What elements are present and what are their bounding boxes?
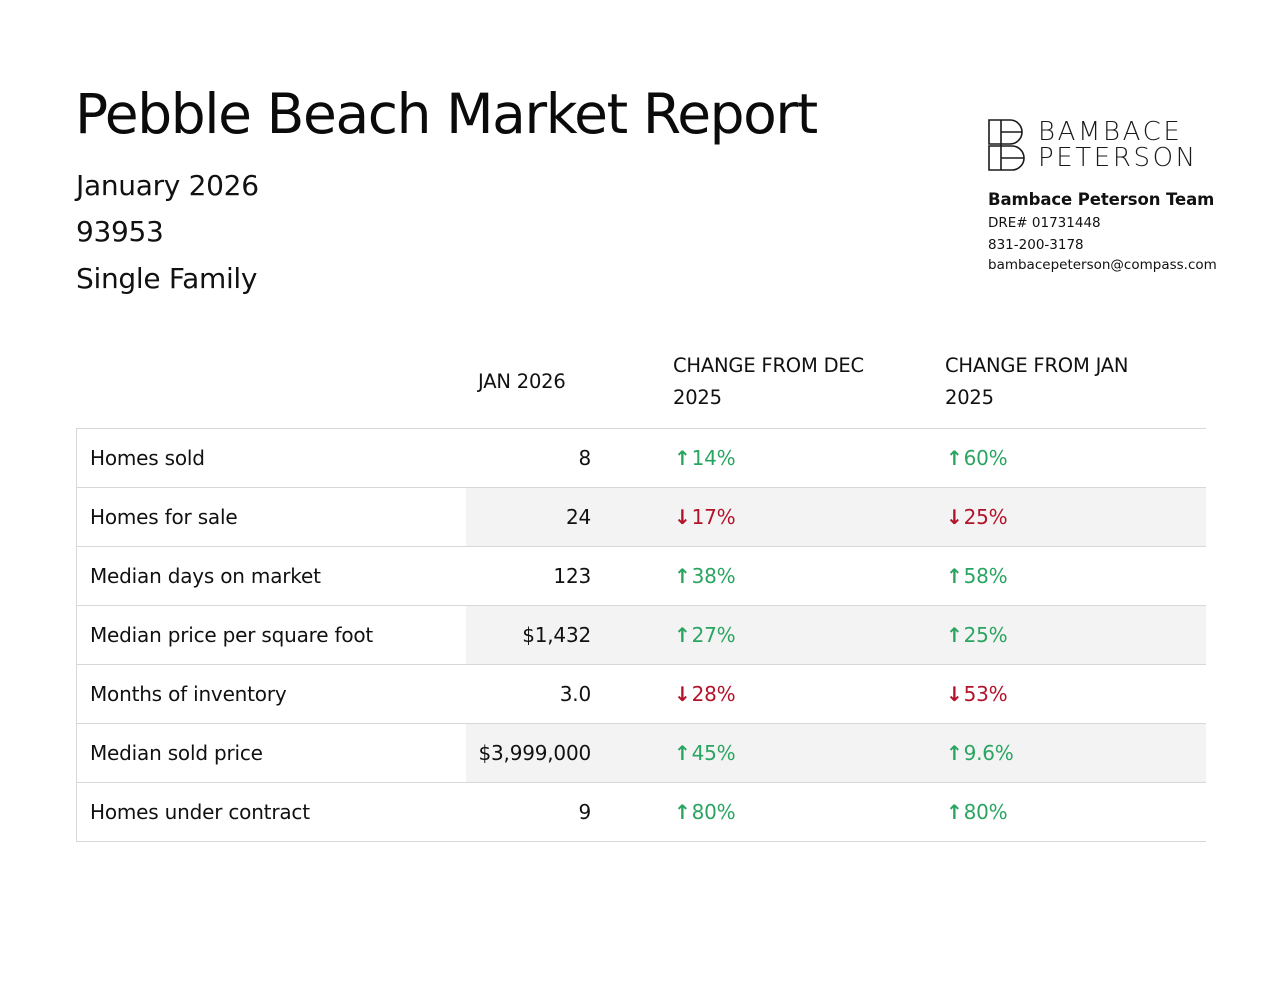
table-row: Median price per square foot $1,432 ↑27% ↑2… xyxy=(77,606,1206,665)
change-from-dec: ↑27% xyxy=(674,606,736,664)
table-row: Median days on market 123 ↑38% ↑58% xyxy=(77,547,1206,606)
metric-value: 8 xyxy=(578,446,591,470)
bp-monogram-icon xyxy=(988,119,1025,171)
table-row: Months of inventory 3.0 ↓28% ↓53% xyxy=(77,665,1206,724)
arrow-up-icon: ↑ xyxy=(946,741,963,765)
change-value: 25% xyxy=(963,505,1008,529)
arrow-up-icon: ↑ xyxy=(674,800,691,824)
table-row: Median sold price $3,999,000 ↑45% ↑9.6% xyxy=(77,724,1206,783)
arrow-up-icon: ↑ xyxy=(674,741,691,765)
brand-wordmark: BAMBACE PETERSON xyxy=(1038,119,1198,171)
change-from-dec: ↑14% xyxy=(674,429,736,487)
arrow-up-icon: ↑ xyxy=(674,446,691,470)
arrow-up-icon: ↑ xyxy=(674,623,691,647)
header-change-from-dec: CHANGE FROM DEC 2025 xyxy=(673,354,864,409)
arrow-down-icon: ↓ xyxy=(674,682,691,706)
change-from-jan: ↑58% xyxy=(946,547,1008,605)
row-shade xyxy=(466,724,1206,782)
change-from-jan: ↓53% xyxy=(946,665,1008,723)
metric-value: 3.0 xyxy=(559,682,591,706)
wordmark-line-1: BAMBACE xyxy=(1038,117,1183,147)
team-name: Bambace Peterson Team xyxy=(988,190,1215,209)
row-shade xyxy=(466,606,1206,664)
report-date: January 2026 xyxy=(76,169,259,202)
change-value: 38% xyxy=(691,564,736,588)
brand-logo: BAMBACE PETERSON xyxy=(988,118,1228,172)
table-row: Homes sold 8 ↑14% ↑60% xyxy=(77,429,1206,488)
change-from-jan: ↑9.6% xyxy=(946,724,1014,782)
arrow-down-icon: ↓ xyxy=(946,505,963,529)
arrow-down-icon: ↓ xyxy=(946,682,963,706)
arrow-down-icon: ↓ xyxy=(674,505,691,529)
email-link[interactable]: bambacepeterson@compass.com xyxy=(988,257,1217,273)
metric-label: Median days on market xyxy=(90,564,321,588)
change-from-dec: ↑80% xyxy=(674,783,736,841)
change-from-jan: ↑25% xyxy=(946,606,1008,664)
report-zip: 93953 xyxy=(76,215,164,248)
change-value: 9.6% xyxy=(963,741,1014,765)
change-from-dec: ↓17% xyxy=(674,488,736,546)
arrow-up-icon: ↑ xyxy=(946,446,963,470)
market-table: Homes sold 8 ↑14% ↑60% Homes for sale 24 ↓17% ↓… xyxy=(76,428,1206,842)
metric-value: $3,999,000 xyxy=(478,741,591,765)
header-change-from-jan: CHANGE FROM JAN 2025 xyxy=(945,354,1129,409)
table-header: JAN 2026 CHANGE FROM DEC 2025 CHANGE FRO… xyxy=(76,350,1205,428)
metric-label: Median price per square foot xyxy=(90,623,374,647)
metric-label: Homes sold xyxy=(90,446,205,470)
change-value: 53% xyxy=(963,682,1008,706)
change-from-dec: ↑38% xyxy=(674,547,736,605)
change-from-jan: ↓25% xyxy=(946,488,1008,546)
arrow-up-icon: ↑ xyxy=(946,564,963,588)
report-title: Pebble Beach Market Report xyxy=(75,82,818,146)
metric-label: Homes for sale xyxy=(90,505,238,529)
change-from-dec: ↑45% xyxy=(674,724,736,782)
change-value: 25% xyxy=(963,623,1008,647)
arrow-up-icon: ↑ xyxy=(946,623,963,647)
metric-value: 123 xyxy=(553,564,591,588)
dre-number: DRE# 01731448 xyxy=(988,215,1101,231)
wordmark-line-2: PETERSON xyxy=(1038,143,1198,173)
change-value: 80% xyxy=(963,800,1008,824)
header-jan-2026: JAN 2026 xyxy=(478,370,566,393)
change-value: 45% xyxy=(691,741,736,765)
table-row: Homes under contract 9 ↑80% ↑80% xyxy=(77,783,1206,842)
change-value: 80% xyxy=(691,800,736,824)
metric-value: 24 xyxy=(565,505,591,529)
change-from-jan: ↑60% xyxy=(946,429,1008,487)
metric-label: Homes under contract xyxy=(90,800,310,824)
arrow-up-icon: ↑ xyxy=(946,800,963,824)
row-shade xyxy=(466,488,1206,546)
metric-value: $1,432 xyxy=(522,623,591,647)
report-property-type: Single Family xyxy=(76,262,258,295)
change-value: 14% xyxy=(691,446,736,470)
change-value: 27% xyxy=(691,623,736,647)
metric-label: Median sold price xyxy=(90,741,263,765)
change-value: 60% xyxy=(963,446,1008,470)
change-value: 28% xyxy=(691,682,736,706)
table-row: Homes for sale 24 ↓17% ↓25% xyxy=(77,488,1206,547)
change-value: 17% xyxy=(691,505,736,529)
arrow-up-icon: ↑ xyxy=(674,564,691,588)
change-from-jan: ↑80% xyxy=(946,783,1008,841)
metric-value: 9 xyxy=(578,800,591,824)
change-from-dec: ↓28% xyxy=(674,665,736,723)
phone-number[interactable]: 831-200-3178 xyxy=(988,237,1084,253)
change-value: 58% xyxy=(963,564,1008,588)
metric-label: Months of inventory xyxy=(90,682,287,706)
